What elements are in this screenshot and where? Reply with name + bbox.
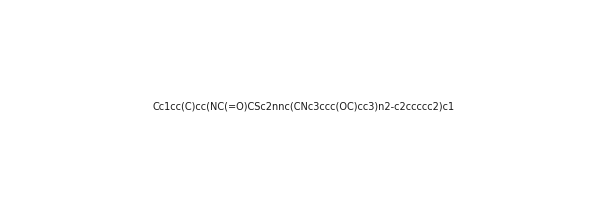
Text: Cc1cc(C)cc(NC(=O)CSc2nnc(CNc3ccc(OC)cc3)n2-c2ccccc2)c1: Cc1cc(C)cc(NC(=O)CSc2nnc(CNc3ccc(OC)cc3)… — [152, 101, 455, 111]
